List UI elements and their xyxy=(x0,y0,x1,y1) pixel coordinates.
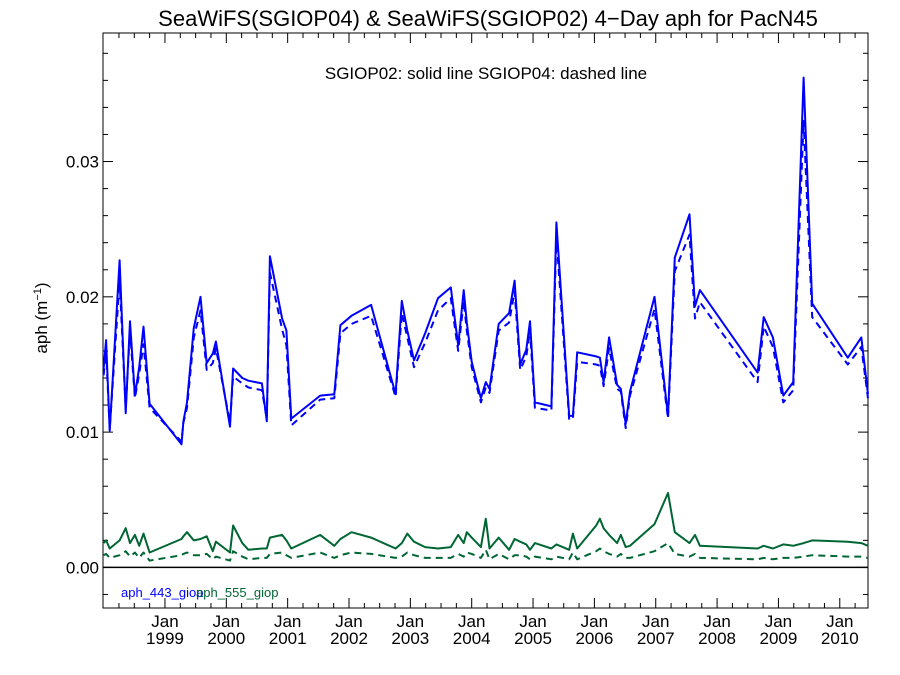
series-line-aph_443_giop-dashed xyxy=(102,119,869,443)
plot-area: 0.000.010.020.03Jan1999Jan2000Jan2001Jan… xyxy=(66,32,869,648)
x-tick-label-month: Jan xyxy=(519,612,546,631)
y-axis-label: aph (m−1) xyxy=(32,282,51,353)
x-tick-label-year: 2002 xyxy=(330,629,368,648)
x-tick-label-year: 2009 xyxy=(760,629,798,648)
x-tick-label-month: Jan xyxy=(213,612,240,631)
series-line-aph_555_giop-dashed xyxy=(103,542,869,562)
x-tick-label-year: 2007 xyxy=(637,629,675,648)
x-tick-label-month: Jan xyxy=(274,612,301,631)
y-axis-label-superscript: −1 xyxy=(32,288,44,301)
x-tick-label-year: 2006 xyxy=(575,629,613,648)
legend-label: aph_443_giop xyxy=(121,585,203,600)
x-tick-label-year: 2003 xyxy=(391,629,429,648)
x-tick-label-month: Jan xyxy=(458,612,485,631)
y-axis-label-text: aph (m xyxy=(32,301,51,354)
x-tick-label-year: 2004 xyxy=(453,629,491,648)
x-tick-label-month: Jan xyxy=(703,612,730,631)
y-tick-label: 0.02 xyxy=(66,288,99,307)
y-axis-label-close: ) xyxy=(32,282,51,288)
y-tick-label: 0.03 xyxy=(66,153,99,172)
plot-frame xyxy=(102,32,869,609)
chart-title: SeaWiFS(SGIOP04) & SeaWiFS(SGIOP02) 4−Da… xyxy=(158,6,818,31)
x-tick-label-month: Jan xyxy=(826,612,853,631)
chart-subtitle: SGIOP02: solid line SGIOP04: dashed line xyxy=(325,64,647,83)
x-tick-label-year: 1999 xyxy=(146,629,184,648)
legend-label: aph_555_giop xyxy=(196,585,278,600)
x-tick-label-month: Jan xyxy=(151,612,178,631)
y-tick-label: 0.01 xyxy=(66,423,99,442)
x-tick-label-month: Jan xyxy=(765,612,792,631)
x-tick-label-month: Jan xyxy=(581,612,608,631)
x-tick-label-year: 2010 xyxy=(821,629,859,648)
x-tick-label-year: 2001 xyxy=(269,629,307,648)
x-tick-label-month: Jan xyxy=(397,612,424,631)
x-tick-label-year: 2000 xyxy=(207,629,245,648)
x-tick-label-year: 2008 xyxy=(698,629,736,648)
x-tick-label-month: Jan xyxy=(335,612,362,631)
x-tick-label-month: Jan xyxy=(642,612,669,631)
series-line-aph_555_giop-solid xyxy=(102,492,869,554)
x-tick-label-year: 2005 xyxy=(514,629,552,648)
y-tick-label: 0.00 xyxy=(66,558,99,577)
